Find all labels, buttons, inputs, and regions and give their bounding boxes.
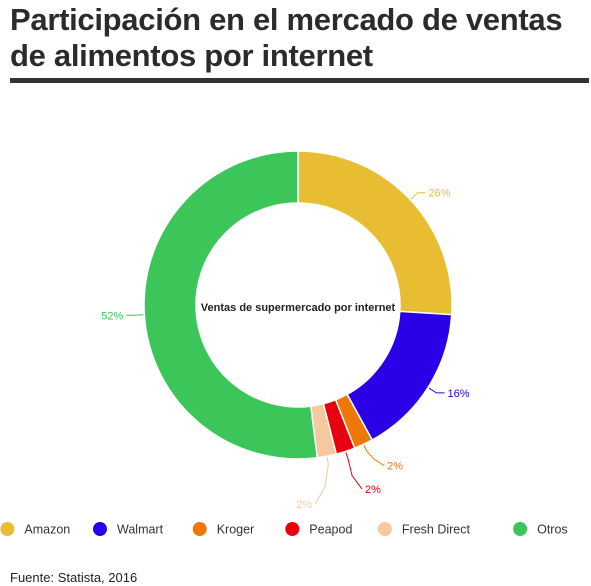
legend-item-otros: Otros: [513, 522, 568, 537]
donut-chart: 26% 16% 2% 2% 2% 52% Ventas de supermercado p…: [0, 150, 568, 537]
value-label-peapod: 2%: [365, 484, 381, 496]
source-note: Fuente: Statista, 2016: [10, 570, 138, 585]
legend-label-walmart: Walmart: [117, 523, 164, 537]
leader-line-peapod: [345, 452, 363, 490]
value-label-otros: 52%: [101, 310, 123, 322]
leader-line-otros: [126, 314, 144, 316]
slice-amazon: [297, 150, 453, 316]
leader-line-fresh-direct: [314, 457, 329, 505]
legend-label-fresh-direct: Fresh Direct: [402, 523, 471, 537]
title-divider: [10, 78, 589, 83]
value-label-kroger: 2%: [387, 461, 403, 473]
legend-label-amazon: Amazon: [24, 523, 70, 537]
leader-line-walmart: [428, 387, 445, 394]
legend-swatch-peapod: [285, 522, 300, 536]
leader-line-kroger: [363, 445, 385, 467]
legend-swatch-amazon: [0, 522, 15, 536]
legend-item-kroger: Kroger: [192, 522, 255, 537]
leader-line-amazon: [410, 192, 426, 200]
legend-swatch-walmart: [93, 522, 107, 536]
slice-walmart: [346, 310, 453, 441]
legend-label-otros: Otros: [537, 523, 568, 537]
legend-item-amazon: Amazon: [0, 522, 70, 537]
legend-item-fresh-direct: Fresh Direct: [377, 522, 471, 537]
value-label-fresh-direct: 2%: [296, 499, 312, 511]
chart-center-label: Ventas de supermercado por internet: [201, 302, 396, 314]
legend-swatch-kroger: [192, 522, 207, 536]
legend-swatch-fresh-direct: [377, 522, 392, 536]
legend-item-walmart: Walmart: [93, 522, 164, 537]
legend-item-peapod: Peapod: [285, 522, 352, 537]
slice-otros: [143, 150, 319, 460]
legend-label-peapod: Peapod: [309, 523, 352, 537]
legend-label-kroger: Kroger: [217, 523, 255, 537]
value-label-amazon: 26%: [429, 188, 451, 200]
chart-title: Participación en el mercado de ventas de…: [10, 2, 563, 73]
legend-swatch-otros: [513, 522, 528, 536]
value-label-walmart: 16%: [447, 388, 469, 400]
